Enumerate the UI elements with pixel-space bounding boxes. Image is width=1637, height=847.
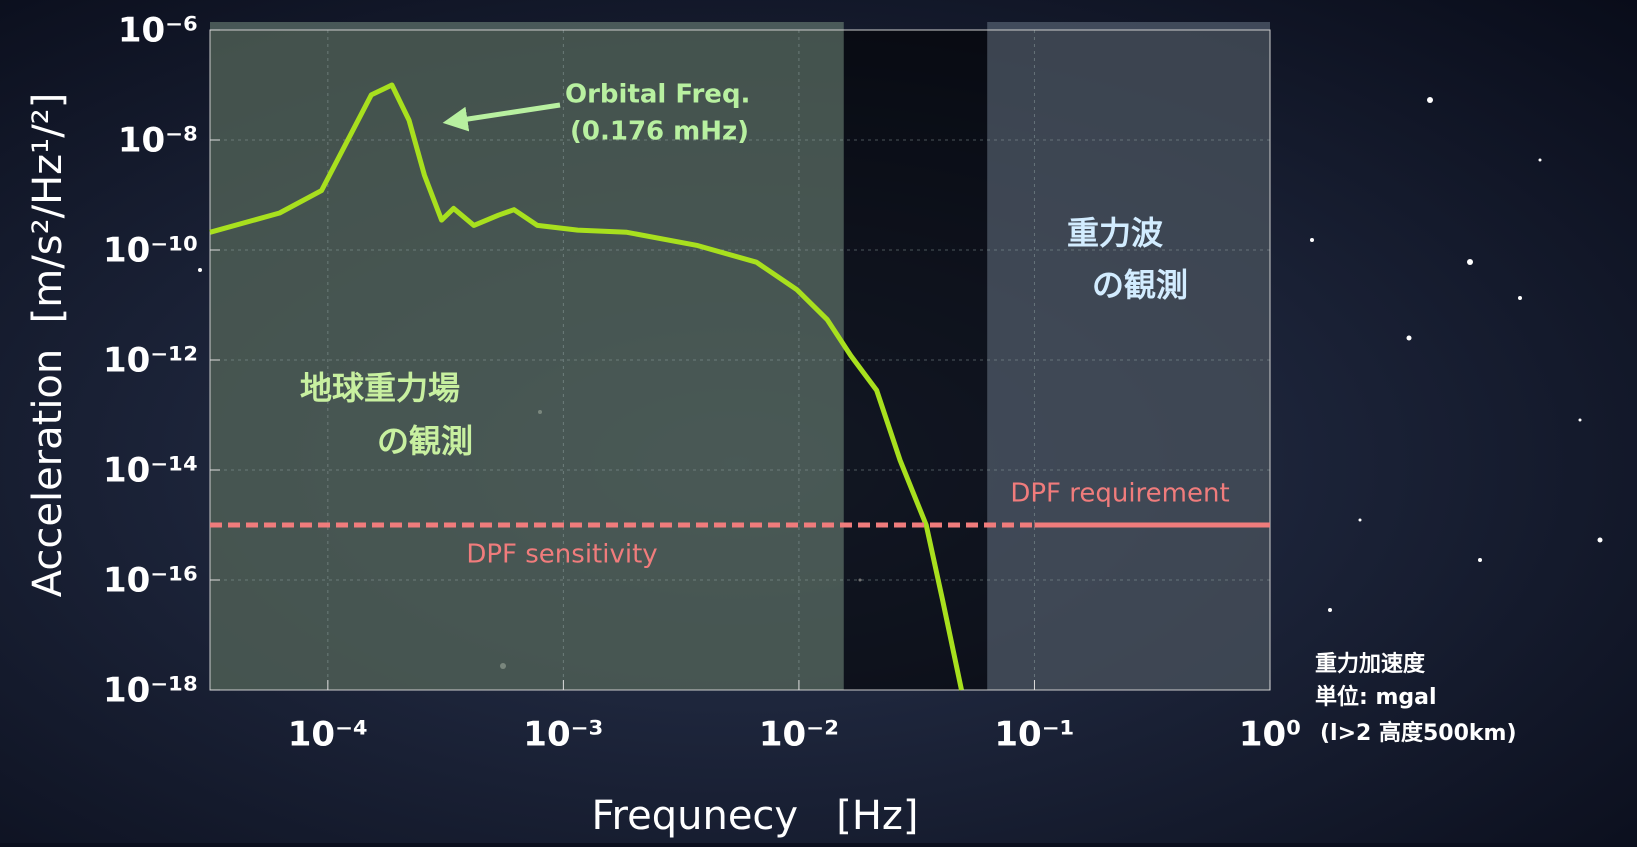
x-tick-label: 10⁻⁴ [288, 715, 368, 755]
region-label: の観測 [377, 422, 473, 460]
y-tick-label: 10⁻¹⁰ [103, 231, 198, 271]
y-tick-label: 10⁻¹⁶ [103, 561, 198, 601]
y-tick-label: 10⁻⁶ [118, 11, 198, 51]
region-label: 重力波 [1067, 214, 1163, 252]
annotation: Orbital Freq. [565, 80, 750, 110]
note: (l>2 高度500km) [1320, 720, 1517, 746]
y-tick-label: 10⁻¹⁴ [103, 451, 198, 491]
y-tick-label: 10⁻¹⁸ [103, 671, 198, 711]
series-label: DPF requirement [1010, 479, 1229, 509]
series-label: DPF sensitivity [466, 540, 657, 570]
stars [198, 97, 1603, 669]
x-axis-label: Frequnecy [Hz] [591, 793, 918, 839]
region-label: 地球重力場 [300, 369, 460, 407]
note: 重力加速度 [1315, 651, 1426, 677]
plot-area: 10⁻⁴ 10⁻³ 10⁻² 10⁻¹ 10⁰ 10⁻⁶ 10⁻⁸ 10⁻¹⁰ 10⁻¹² 10⁻… [25, 11, 1301, 840]
region [210, 22, 844, 690]
series-line [209, 82, 964, 691]
y-axis-label: Acceleration [m/s²/Hz¹/²] [25, 93, 71, 598]
note: 単位: mgal [1315, 684, 1437, 710]
y-tick-label: 10⁻¹² [103, 341, 198, 381]
region [987, 22, 1270, 690]
region-label: の観測 [1092, 266, 1188, 304]
x-tick-label: 10⁰ [1239, 715, 1301, 755]
annotation: (0.176 mHz) [570, 117, 749, 147]
x-tick-label: 10⁻¹ [994, 715, 1074, 755]
y-tick-label: 10⁻⁸ [118, 121, 198, 161]
x-tick-label: 10⁻² [759, 715, 839, 755]
x-tick-label: 10⁻³ [523, 715, 603, 755]
annotation-arrow [442, 102, 561, 132]
